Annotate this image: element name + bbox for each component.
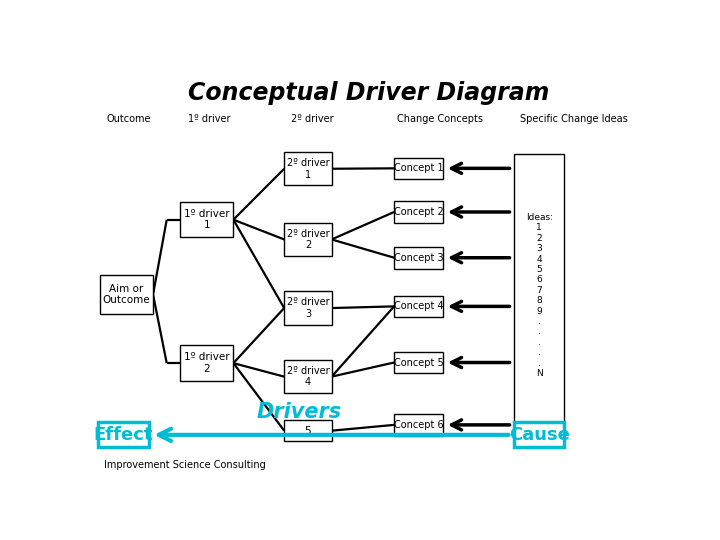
FancyBboxPatch shape: [99, 422, 148, 447]
Text: 1º driver
1: 1º driver 1: [184, 209, 230, 231]
FancyBboxPatch shape: [394, 247, 444, 268]
Text: Concept 4: Concept 4: [394, 301, 444, 312]
Text: Cause: Cause: [509, 426, 570, 444]
Text: Aim or
Outcome: Aim or Outcome: [103, 284, 150, 305]
Text: Change Concepts: Change Concepts: [397, 114, 483, 124]
Text: 2º driver
1: 2º driver 1: [287, 158, 329, 179]
Text: Concept 6: Concept 6: [394, 420, 444, 430]
FancyBboxPatch shape: [100, 275, 153, 314]
Text: Ideas:
1
2
3
4
5
6
7
8
9
.
.
.
.
.
N: Ideas: 1 2 3 4 5 6 7 8 9 . . . . . N: [526, 213, 553, 378]
Text: 1º driver
2: 1º driver 2: [184, 352, 230, 374]
Text: 2º driver
2: 2º driver 2: [287, 228, 329, 250]
FancyBboxPatch shape: [394, 201, 444, 223]
FancyBboxPatch shape: [394, 414, 444, 436]
Text: 1º driver: 1º driver: [188, 114, 230, 124]
FancyBboxPatch shape: [284, 360, 332, 393]
FancyBboxPatch shape: [394, 352, 444, 373]
Text: Concept 5: Concept 5: [394, 357, 444, 368]
Text: Concept 1: Concept 1: [394, 163, 444, 173]
FancyBboxPatch shape: [284, 420, 332, 441]
FancyBboxPatch shape: [394, 295, 444, 317]
FancyBboxPatch shape: [284, 152, 332, 185]
Text: Outcome: Outcome: [107, 114, 151, 124]
Text: Concept 3: Concept 3: [394, 253, 444, 263]
Text: Effect: Effect: [94, 426, 153, 444]
FancyBboxPatch shape: [514, 154, 564, 437]
FancyBboxPatch shape: [181, 202, 233, 238]
Text: Improvement Science Consulting: Improvement Science Consulting: [104, 460, 266, 470]
Text: Drivers: Drivers: [257, 402, 342, 422]
FancyBboxPatch shape: [284, 292, 332, 325]
Text: 5: 5: [305, 426, 311, 436]
FancyBboxPatch shape: [181, 346, 233, 381]
FancyBboxPatch shape: [284, 223, 332, 256]
Text: 2º driver: 2º driver: [291, 114, 333, 124]
Text: Specific Change Ideas: Specific Change Ideas: [520, 114, 627, 124]
Text: Concept 2: Concept 2: [394, 207, 444, 217]
FancyBboxPatch shape: [514, 422, 564, 447]
Text: Conceptual Driver Diagram: Conceptual Driver Diagram: [189, 82, 549, 105]
Text: 2º driver
3: 2º driver 3: [287, 297, 329, 319]
FancyBboxPatch shape: [394, 158, 444, 179]
Text: 2º driver
4: 2º driver 4: [287, 366, 329, 388]
